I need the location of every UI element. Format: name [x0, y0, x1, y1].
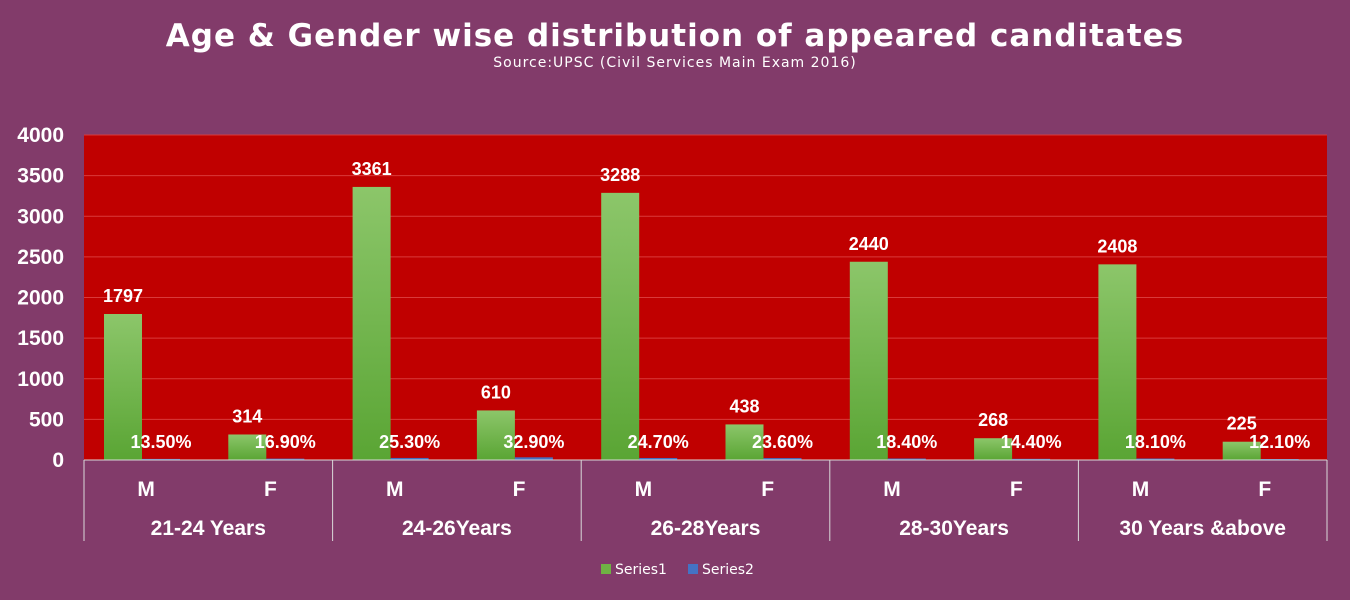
bar-value-label: 225: [1227, 414, 1257, 434]
bar-percent-label: 13.50%: [130, 432, 191, 452]
bar-series1: [849, 261, 888, 460]
x-group-label: 26-28Years: [651, 517, 761, 540]
x-tick-label: M: [635, 478, 653, 501]
bar-value-label: 268: [978, 410, 1008, 430]
bar-series2: [514, 457, 553, 460]
x-tick-label: M: [386, 478, 404, 501]
x-tick-label: M: [1132, 478, 1150, 501]
bar-series1: [1222, 441, 1261, 460]
x-tick-label: F: [1258, 478, 1271, 501]
legend-label-series2: Series2: [702, 562, 754, 578]
bar-series2: [142, 458, 180, 460]
bar-series2: [639, 457, 678, 460]
legend-swatch-series1: [601, 564, 611, 574]
chart-title: Age & Gender wise distribution of appear…: [166, 18, 1184, 54]
bar-series2: [1136, 458, 1175, 460]
bar-series1: [476, 410, 515, 460]
x-tick-label: F: [761, 478, 774, 501]
bar-series2: [1012, 458, 1051, 460]
legend: Series1 Series2: [601, 562, 754, 578]
bar-series2: [266, 458, 305, 460]
y-tick-label: 0: [52, 449, 64, 472]
y-tick-label: 500: [29, 408, 64, 431]
y-tick-label: 4000: [17, 124, 64, 147]
x-tick-label: F: [1010, 478, 1023, 501]
bar-series2: [763, 458, 802, 460]
y-tick-label: 1500: [17, 327, 64, 350]
bar-series1: [228, 434, 267, 460]
bar-percent-label: 25.30%: [379, 432, 440, 452]
bar-percent-label: 23.60%: [752, 432, 813, 452]
legend-label-series1: Series1: [615, 562, 667, 578]
x-group-label: 24-26Years: [402, 517, 512, 540]
bar-value-label: 610: [481, 382, 511, 402]
chart-subtitle: Source:UPSC (Civil Services Main Exam 20…: [493, 55, 857, 71]
bar-percent-label: 18.10%: [1125, 432, 1186, 452]
x-tick-label: F: [513, 478, 526, 501]
bar-series1: [352, 186, 391, 460]
gridlines: [84, 134, 1327, 420]
x-group-label: 21-24 Years: [151, 517, 266, 540]
bar-value-label: 314: [232, 406, 262, 426]
bar-series1: [1098, 264, 1137, 460]
bar-percent-label: 14.40%: [1001, 432, 1062, 452]
bar-value-label: 3288: [600, 165, 640, 185]
bar-value-label: 2408: [1097, 236, 1137, 256]
bar-series2: [887, 458, 926, 460]
y-axis: 0 500 1000 1500 2000 2500 3000 3500 4000: [17, 124, 64, 472]
legend-swatch-series2: [688, 564, 698, 574]
bar-series1: [725, 424, 764, 460]
x-tick-label: M: [137, 478, 155, 501]
y-tick-label: 3500: [17, 165, 64, 188]
bar-percent-label: 18.40%: [876, 432, 937, 452]
bar-series1: [974, 438, 1013, 460]
bar-value-label: 2440: [849, 234, 889, 254]
x-tick-label: F: [264, 478, 277, 501]
y-tick-label: 3000: [17, 205, 64, 228]
y-tick-label: 1000: [17, 368, 64, 391]
bar-percent-label: 32.90%: [503, 432, 564, 452]
bars: 1797 13.50% 314 16.90% 3361 25.30% 610 32.90% 32…: [103, 159, 1310, 460]
x-axis: M F M F M F M F M F 21-24 Years 24-26Years 26-28Year…: [83, 459, 1328, 541]
x-group-label: 30 Years &above: [1119, 517, 1286, 540]
bar-series1: [104, 313, 142, 460]
bar-percent-label: 24.70%: [628, 432, 689, 452]
y-tick-label: 2000: [17, 287, 64, 310]
bar-value-label: 3361: [352, 159, 392, 179]
bar-percent-label: 12.10%: [1249, 432, 1310, 452]
bar-percent-label: 16.90%: [255, 432, 316, 452]
bar-value-label: 438: [729, 396, 759, 416]
bar-value-label: 1797: [103, 286, 143, 306]
bar-series1: [601, 192, 640, 460]
x-group-label: 28-30Years: [899, 517, 1009, 540]
y-tick-label: 2500: [17, 246, 64, 269]
bar-series2: [390, 457, 429, 460]
x-tick-label: M: [883, 478, 901, 501]
